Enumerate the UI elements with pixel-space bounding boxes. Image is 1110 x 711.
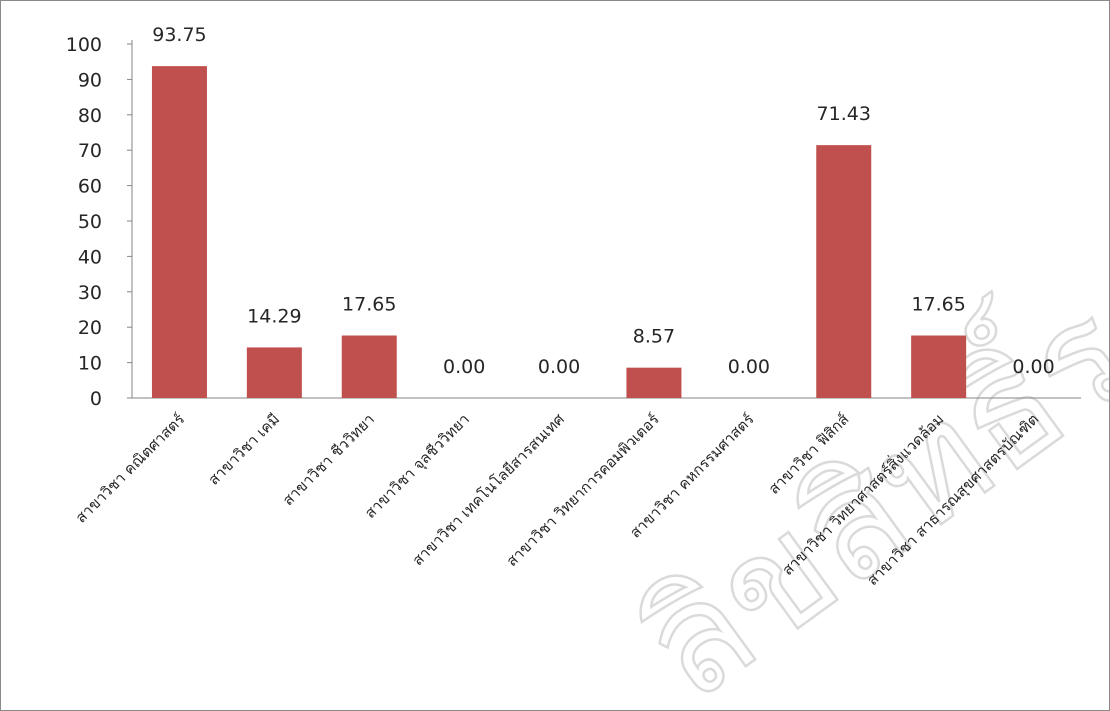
data-labels: 93.75 14.29 17.65 0.00 0.00 8.57 0.00 71.43 17.6… (152, 24, 1054, 378)
data-label: 0.00 (1012, 356, 1054, 378)
axes: 0 10 20 30 40 50 60 70 80 90 100 (66, 34, 1081, 410)
data-label: 0.00 (443, 356, 485, 378)
y-tick-label: 80 (78, 105, 102, 127)
bars (151, 66, 967, 398)
bar (911, 335, 967, 398)
y-tick-label: 40 (78, 246, 102, 268)
y-tick-label: 50 (78, 211, 102, 233)
data-label: 8.57 (633, 326, 675, 348)
y-tick-label: 10 (78, 353, 102, 375)
bar (341, 335, 397, 398)
y-tick-label: 20 (78, 317, 102, 339)
y-tick-label: 70 (78, 140, 102, 162)
y-tick-label: 0 (90, 388, 102, 410)
data-label: 14.29 (247, 305, 301, 327)
data-label: 17.65 (911, 294, 965, 316)
category-label: สาขาวิชา วิทยาการคอมพิวเตอร์ (503, 410, 663, 570)
bar (816, 145, 872, 398)
y-tick-label: 90 (78, 69, 102, 91)
data-label: 17.65 (342, 294, 396, 316)
data-label: 0.00 (538, 356, 580, 378)
category-label: สาขาวิชา จุลชีววิทยา (361, 410, 474, 523)
bar (246, 347, 302, 398)
category-label: สาขาวิชา ชีววิทยา (279, 410, 378, 509)
y-tick-label: 30 (78, 282, 102, 304)
bar (151, 66, 207, 398)
category-label: สาขาวิชา เทคโนโลยีสารสนเทศ (409, 410, 568, 569)
category-label: สาขาวิชา เคมี (205, 410, 284, 489)
bar (626, 367, 682, 398)
data-label: 71.43 (817, 103, 871, 125)
data-label: 93.75 (152, 24, 206, 46)
y-tick-label: 60 (78, 176, 102, 198)
category-label: สาขาวิชา คณิตศาสตร์ (72, 410, 188, 526)
data-label: 0.00 (728, 356, 770, 378)
y-tick-label: 100 (66, 34, 102, 56)
